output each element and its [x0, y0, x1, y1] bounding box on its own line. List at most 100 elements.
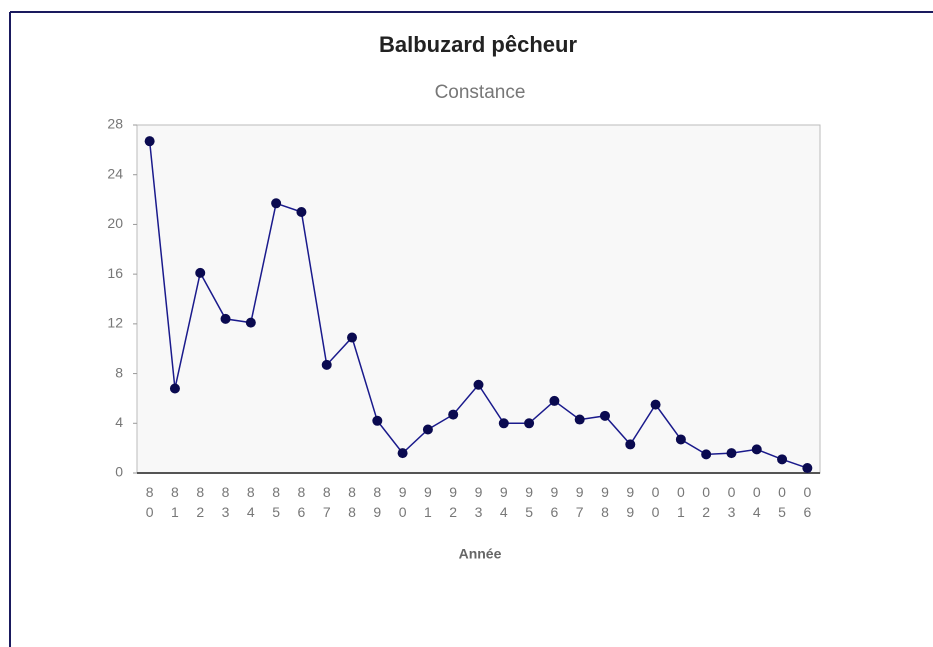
x-tick-char: 1: [677, 504, 685, 520]
y-tick-label: 20: [107, 215, 123, 231]
x-tick-char: 8: [247, 484, 255, 500]
point: [524, 418, 535, 429]
x-tick-char: 0: [753, 484, 761, 500]
x-tick-char: 6: [803, 504, 811, 520]
x-tick-char: 8: [146, 484, 154, 500]
plot-area: [136, 124, 821, 474]
x-tick-char: 9: [626, 504, 634, 520]
point: [245, 317, 256, 328]
x-tick-char: 2: [449, 504, 457, 520]
x-tick-char: 9: [601, 484, 609, 500]
x-tick-char: 9: [576, 484, 584, 500]
y-tick-label: 16: [107, 265, 123, 281]
x-tick-char: 0: [803, 484, 811, 500]
point: [347, 332, 358, 343]
y-tick-label: 24: [107, 165, 123, 181]
point: [372, 415, 383, 426]
point: [271, 198, 282, 209]
y-tick-label: 4: [115, 414, 123, 430]
point: [422, 424, 433, 435]
chart-title: Balbuzard pêcheur: [379, 32, 577, 57]
x-tick-char: 0: [652, 504, 660, 520]
x-tick-char: 8: [222, 484, 230, 500]
point: [574, 414, 585, 425]
x-tick-char: 8: [323, 484, 331, 500]
x-tick-char: 9: [399, 484, 407, 500]
x-tick-char: 0: [677, 484, 685, 500]
y-tick-label: 8: [115, 364, 123, 380]
point: [448, 409, 459, 420]
x-tick-char: 8: [272, 484, 280, 500]
x-axis-label: Année: [459, 546, 502, 562]
x-tick-char: 8: [348, 504, 356, 520]
point: [650, 399, 661, 410]
point: [751, 444, 762, 455]
x-tick-char: 4: [500, 504, 508, 520]
point: [599, 410, 610, 421]
x-tick-char: 0: [778, 484, 786, 500]
point: [144, 136, 155, 147]
x-tick-char: 0: [146, 504, 154, 520]
x-tick-char: 8: [373, 484, 381, 500]
x-tick-char: 1: [424, 504, 432, 520]
x-tick-char: 9: [373, 504, 381, 520]
x-tick-char: 7: [576, 504, 584, 520]
point: [777, 454, 788, 465]
x-tick-char: 7: [323, 504, 331, 520]
x-tick-char: 8: [171, 484, 179, 500]
x-tick-char: 2: [702, 504, 710, 520]
x-tick-char: 5: [525, 504, 533, 520]
x-tick-char: 4: [247, 504, 255, 520]
x-tick-char: 9: [424, 484, 432, 500]
x-tick-char: 6: [550, 504, 558, 520]
x-tick-char: 9: [449, 484, 457, 500]
point: [195, 267, 206, 278]
x-tick-char: 9: [500, 484, 508, 500]
point: [397, 448, 408, 459]
x-tick-char: 0: [652, 484, 660, 500]
point: [498, 418, 509, 429]
x-tick-char: 3: [222, 504, 230, 520]
point: [296, 207, 307, 217]
x-tick-char: 8: [196, 484, 204, 500]
chart-subtitle: Constance: [435, 82, 526, 103]
x-tick-char: 8: [348, 484, 356, 500]
x-tick-char: 0: [399, 504, 407, 520]
point: [473, 379, 484, 390]
x-tick-char: 8: [298, 484, 306, 500]
y-tick-label: 0: [115, 464, 123, 480]
point: [220, 313, 231, 324]
x-tick-char: 5: [778, 504, 786, 520]
x-tick-char: 6: [298, 504, 306, 520]
x-tick-char: 1: [171, 504, 179, 520]
y-tick-label: 12: [107, 315, 123, 331]
x-tick-char: 8: [601, 504, 609, 520]
x-tick-char: 4: [753, 504, 761, 520]
